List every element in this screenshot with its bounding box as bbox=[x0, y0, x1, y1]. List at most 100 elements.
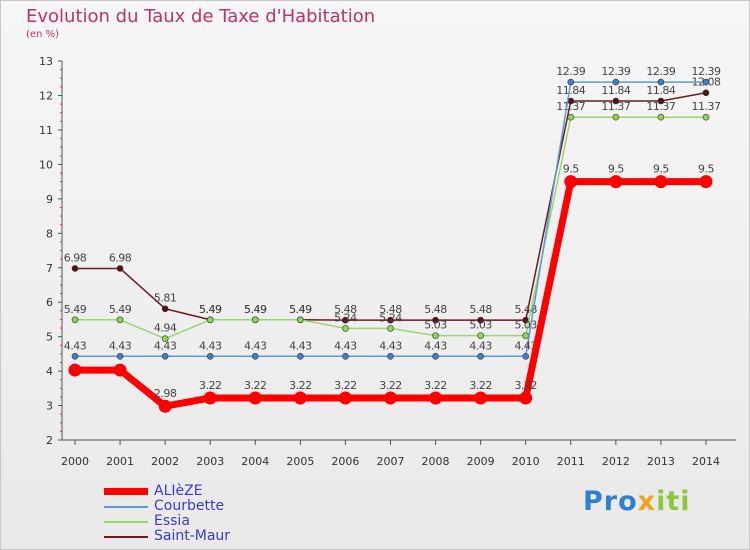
data-label: 5.49 bbox=[199, 303, 222, 316]
data-point bbox=[522, 352, 530, 360]
data-point bbox=[477, 352, 484, 360]
data-point bbox=[387, 316, 394, 324]
data-point bbox=[161, 305, 169, 313]
y-tick-label: 10 bbox=[39, 158, 53, 171]
data-point bbox=[477, 316, 484, 324]
data-label: 5.48 bbox=[424, 303, 447, 316]
data-point bbox=[206, 316, 214, 324]
series-line bbox=[75, 92, 707, 321]
data-label: 9.5 bbox=[563, 163, 579, 176]
data-point bbox=[342, 352, 349, 360]
legend-swatch bbox=[104, 506, 148, 508]
y-tick-label: 12 bbox=[39, 90, 53, 103]
x-tick-label: 2009 bbox=[467, 455, 495, 468]
data-point bbox=[702, 113, 710, 121]
data-label: 5.81 bbox=[154, 292, 177, 305]
data-point bbox=[519, 391, 533, 405]
data-point bbox=[206, 352, 214, 360]
data-label: 11.84 bbox=[646, 84, 675, 97]
data-label: 2.98 bbox=[154, 387, 177, 400]
legend-item: ALIèZE bbox=[104, 483, 404, 499]
data-label: 4.94 bbox=[154, 322, 177, 335]
legend-item: Saint-Maur bbox=[104, 528, 404, 544]
data-point bbox=[342, 316, 349, 324]
data-label: 9.5 bbox=[608, 163, 624, 176]
data-label: 5.03 bbox=[514, 319, 537, 332]
data-point bbox=[522, 332, 530, 339]
data-point bbox=[297, 316, 304, 324]
data-label: 5.48 bbox=[469, 303, 492, 316]
data-label: 11.84 bbox=[601, 84, 630, 97]
data-label: 5.49 bbox=[244, 303, 267, 316]
data-point bbox=[657, 97, 665, 105]
data-label: 5.49 bbox=[64, 303, 87, 316]
x-tick-label: 2005 bbox=[286, 455, 314, 468]
data-point bbox=[612, 97, 620, 105]
data-point bbox=[474, 391, 488, 405]
legend-swatch bbox=[104, 521, 148, 523]
line-chart: 2 3 4 5 6 7 8 9 10 11 12 13 2000 2001 2002 2003 2004 2005… bbox=[39, 55, 736, 468]
x-tick-label: 2001 bbox=[106, 455, 134, 468]
data-point bbox=[432, 352, 439, 360]
data-point bbox=[564, 175, 578, 189]
y-tick-label: 8 bbox=[46, 227, 53, 240]
data-label: 6.98 bbox=[109, 251, 132, 264]
data-point bbox=[702, 78, 710, 86]
data-point bbox=[432, 332, 439, 339]
data-label: 11.37 bbox=[601, 100, 630, 113]
data-label: 5.03 bbox=[424, 319, 447, 332]
logo-part-1: Pro bbox=[583, 486, 638, 517]
data-point bbox=[113, 363, 127, 377]
data-point bbox=[293, 391, 307, 405]
x-tick-label: 2013 bbox=[647, 455, 675, 468]
y-tick-label: 9 bbox=[46, 193, 53, 206]
data-label: 11.84 bbox=[556, 84, 585, 97]
data-point bbox=[657, 113, 665, 121]
data-label: 12.39 bbox=[556, 65, 585, 78]
data-point bbox=[387, 325, 394, 332]
y-tick-label: 11 bbox=[39, 124, 53, 137]
legend-item: Essia bbox=[104, 513, 404, 529]
data-point bbox=[609, 175, 623, 189]
data-point bbox=[71, 265, 79, 272]
data-label: 4.43 bbox=[109, 339, 132, 352]
legend-swatch bbox=[104, 488, 148, 495]
data-label: 3.22 bbox=[289, 379, 312, 392]
x-tick-label: 2003 bbox=[196, 455, 224, 468]
data-point bbox=[342, 325, 349, 332]
data-label: 4.43 bbox=[514, 339, 537, 352]
data-point bbox=[158, 399, 172, 413]
data-point bbox=[251, 352, 259, 360]
proxiti-logo: Proxiti bbox=[583, 486, 691, 517]
data-point bbox=[657, 78, 665, 86]
data-point bbox=[338, 391, 352, 405]
data-point bbox=[383, 391, 397, 405]
data-label: 4.43 bbox=[424, 339, 447, 352]
data-label: 4.43 bbox=[289, 339, 312, 352]
data-label: 9.5 bbox=[653, 163, 669, 176]
data-label: 4.43 bbox=[379, 339, 402, 352]
x-tick-label: 2007 bbox=[376, 455, 404, 468]
x-tick-label: 2011 bbox=[557, 455, 585, 468]
x-tick-label: 2004 bbox=[241, 455, 269, 468]
x-tick-label: 2006 bbox=[331, 455, 359, 468]
data-point bbox=[251, 316, 259, 324]
chart-title: Evolution du Taux de Taxe d'Habitation bbox=[26, 6, 376, 27]
data-point bbox=[68, 363, 82, 377]
data-point bbox=[71, 352, 79, 360]
y-tick-label: 3 bbox=[46, 400, 53, 413]
x-tick-label: 2000 bbox=[61, 455, 89, 468]
data-label: 5.24 bbox=[334, 311, 357, 324]
data-point bbox=[116, 352, 124, 360]
logo-part-2: x bbox=[637, 486, 657, 517]
data-label: 12.39 bbox=[601, 65, 630, 78]
data-point bbox=[248, 391, 262, 405]
data-point bbox=[387, 352, 394, 360]
x-tick-label: 2010 bbox=[512, 455, 540, 468]
data-label: 5.48 bbox=[379, 303, 402, 316]
data-label: 5.03 bbox=[469, 319, 492, 332]
data-label: 4.43 bbox=[64, 339, 87, 352]
data-point bbox=[71, 316, 79, 324]
data-label: 11.37 bbox=[556, 100, 585, 113]
